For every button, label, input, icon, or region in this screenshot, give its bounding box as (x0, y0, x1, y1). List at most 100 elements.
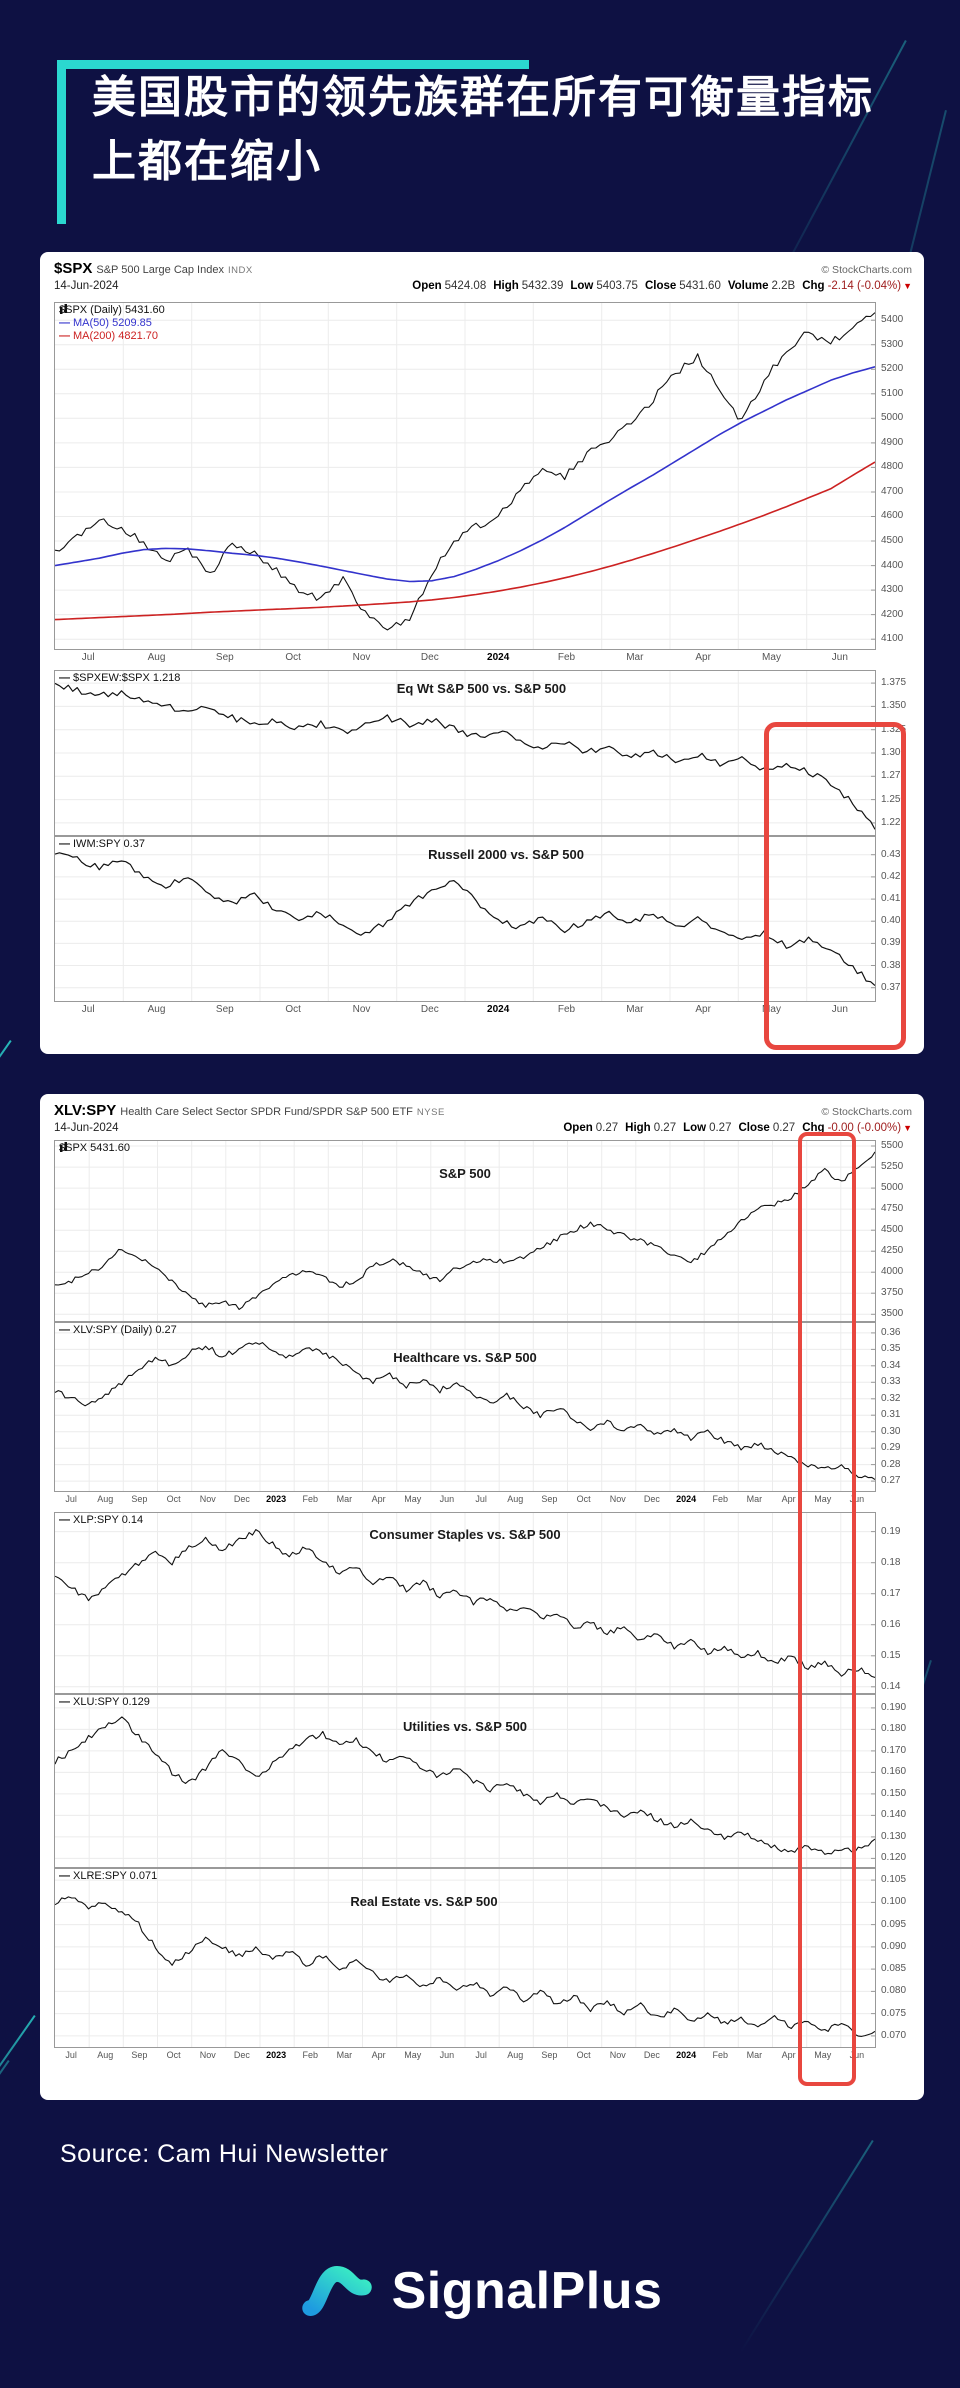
sp500-2yr-panel: 5500 5250 5000 4750 4500 4250 4000 3750 3500 $SPX… (54, 1140, 903, 1322)
x-axis-label: Oct (166, 2050, 181, 2060)
y-axis-tick-label: 0.095 (881, 1918, 907, 1930)
y-axis-tick-label: 0.160 (881, 1766, 907, 1778)
legend-swatch: — (59, 1696, 70, 1708)
xlu-ratio-title: Utilities vs. S&P 500 (402, 1719, 528, 1735)
x-axis-label: May (814, 2050, 832, 2060)
xlp-ratio-panel: 0.19 0.18 0.17 0.16 0.15 0.14 — XLP:SPY 0.14 Con… (54, 1512, 900, 1694)
chart1-subheader: 14-Jun-2024 Open 5424.08 High 5432.39 Low 540… (54, 280, 912, 296)
x-axis-label: Nov (609, 2050, 626, 2060)
y-axis-tick-label: 0.080 (881, 1985, 907, 1997)
eqwt-ratio-series-0 (55, 682, 875, 830)
y-axis-tick-label: 1.300 (881, 747, 907, 758)
x-axis-label: Jun (439, 2050, 455, 2060)
x-axis-label: Mar (626, 1004, 644, 1015)
source-attribution: Source: Cam Hui Newsletter (60, 2140, 389, 2168)
signalplus-logo-icon (301, 2266, 372, 2316)
y-axis-tick-label: 5250 (881, 1161, 904, 1173)
x-axis-label: 2024 (676, 1494, 697, 1504)
x-axis-label: 2024 (487, 1004, 510, 1015)
x-axis-label: Jun (849, 1494, 865, 1504)
x-axis-label: Jun (831, 1004, 848, 1015)
chart1-date: 14-Jun-2024 (54, 280, 119, 292)
xlv-ratio-panel: 0.36 0.35 0.34 0.33 0.32 0.31 0.30 0.29 0.28 0.27… (54, 1322, 900, 1492)
eqwt-ratio-legend: — $SPXEW:$SPX 1.218 (59, 672, 180, 685)
x-axis-label: May (404, 1494, 422, 1504)
x-axis-label: Sep (215, 652, 234, 663)
legend-label: XLRE:SPY 0.071 (73, 1870, 158, 1882)
x-axis-label: Mar (746, 1494, 763, 1504)
chart1-description: S&P 500 Large Cap Index (96, 264, 224, 276)
y-axis-tick-label: 3500 (881, 1308, 904, 1320)
spx-daily-legend: $SPX (Daily) 5431.60— MA(50) 5209.85— MA(2… (59, 304, 165, 343)
sp500-2yr-title: S&P 500 (439, 1166, 491, 1182)
change-down-icon: ▼ (903, 281, 912, 291)
legend-swatch: — (59, 1514, 70, 1526)
page-title-line1: 美国股市的领先族群在所有可衡量指标 (92, 73, 874, 122)
legend-item: — XLV:SPY (Daily) 0.27 (59, 1324, 177, 1337)
legend-item: $SPX 5431.60 (59, 1142, 130, 1155)
x-axis-label: May (814, 1494, 832, 1504)
iwm-ratio-panel: 0.43 0.42 0.41 0.40 0.39 0.38 0.37 — IWM:SPY 0.3… (54, 836, 900, 1002)
x-axis-label: Jun (849, 2050, 865, 2060)
y-axis-tick-label: 4750 (881, 1203, 904, 1215)
sector-ratio-chart-card: XLV:SPY Health Care Select Sector SPDR Fu… (40, 1094, 924, 2100)
y-axis-tick-label: 0.31 (881, 1409, 901, 1421)
legend-item: — XLP:SPY 0.14 (59, 1514, 143, 1527)
x-axis-label: May (404, 2050, 422, 2060)
x-axis-label: Aug (97, 1494, 114, 1504)
quote-label: Low (683, 1122, 707, 1134)
legend-label: XLU:SPY 0.129 (73, 1696, 150, 1708)
chart1-exchange: INDX (227, 265, 253, 276)
x-axis-label: Oct (166, 1494, 181, 1504)
legend-label: XLP:SPY 0.14 (73, 1514, 144, 1526)
quote-label: High (493, 280, 519, 292)
y-axis-tick-label: 0.17 (881, 1587, 901, 1599)
chart2-header: XLV:SPY Health Care Select Sector SPDR Fu… (54, 1102, 912, 1119)
x-axis-label: Nov (199, 2050, 216, 2060)
chart1-symbol: $SPX (54, 260, 93, 277)
candlestick-icon (60, 1142, 67, 1152)
y-axis-tick-label: 5300 (881, 338, 904, 350)
quote-value: 0.27 (772, 1122, 796, 1134)
y-axis-tick-label: 1.225 (881, 816, 907, 828)
y-axis-tick-label: 0.16 (881, 1618, 901, 1630)
x-axis-label: Jul (65, 1494, 77, 1504)
legend-label: $SPX (Daily) 5431.60 (59, 304, 165, 316)
xlu-ratio-plot (55, 1695, 875, 1867)
change-down-icon: ▼ (903, 1123, 912, 1133)
xlp-ratio-plot (55, 1513, 875, 1693)
y-axis-tick-label: 4300 (881, 584, 904, 596)
y-axis-tick-label: 0.36 (881, 1326, 901, 1338)
x-axis-label: Jul (65, 2050, 77, 2060)
quote-value: -0.00 (-0.00%) (827, 1122, 902, 1134)
x-axis-label: Oct (576, 2050, 591, 2060)
quote-label: Open (563, 1122, 593, 1134)
x-axis-label: Aug (147, 1004, 166, 1015)
chart2-subheader: 14-Jun-2024 Open 0.27 High 0.27 Low 0.27 Close… (54, 1122, 912, 1138)
x-axis-label: Dec (420, 652, 439, 663)
iwm-ratio-series-0 (55, 852, 875, 986)
quote-value: 0.27 (653, 1122, 677, 1134)
y-axis-tick-label: 0.105 (881, 1874, 907, 1886)
x-axis-label: Mar (336, 2050, 353, 2060)
xlre-ratio-plot (55, 1869, 875, 2047)
y-axis-tick-label: 4600 (881, 510, 904, 522)
x-axis-label: Apr (781, 1494, 796, 1504)
y-axis-tick-label: 5200 (881, 363, 904, 375)
x-axis-label: Jul (81, 1004, 95, 1015)
x-axis-label: Aug (507, 2050, 524, 2060)
xlre-ratio-title: Real Estate vs. S&P 500 (350, 1893, 498, 1909)
y-axis-tick-label: 0.130 (881, 1830, 907, 1842)
x-axis-row: Jul Aug Sep Oct Nov Dec 2024 Feb Mar Apr May Jun (54, 652, 874, 666)
quote-label: High (625, 1122, 651, 1134)
y-axis-tick-label: 4900 (881, 436, 904, 448)
x-axis-label: Feb (302, 1494, 319, 1504)
y-axis-tick-label: 0.150 (881, 1787, 907, 1799)
y-axis-tick-label: 0.180 (881, 1723, 907, 1735)
y-axis-tick-label: 0.190 (881, 1701, 907, 1713)
y-axis-tick-label: 0.37 (881, 981, 901, 993)
xlu-ratio-panel: 0.190 0.180 0.170 0.160 0.150 0.140 0.130 0.120… (54, 1694, 906, 1868)
spx-chart-card: $SPX S&P 500 Large Cap Index INDX © StockC… (40, 252, 924, 1054)
legend-label: $SPX 5431.60 (59, 1142, 130, 1154)
x-axis-label: Dec (233, 2050, 250, 2060)
